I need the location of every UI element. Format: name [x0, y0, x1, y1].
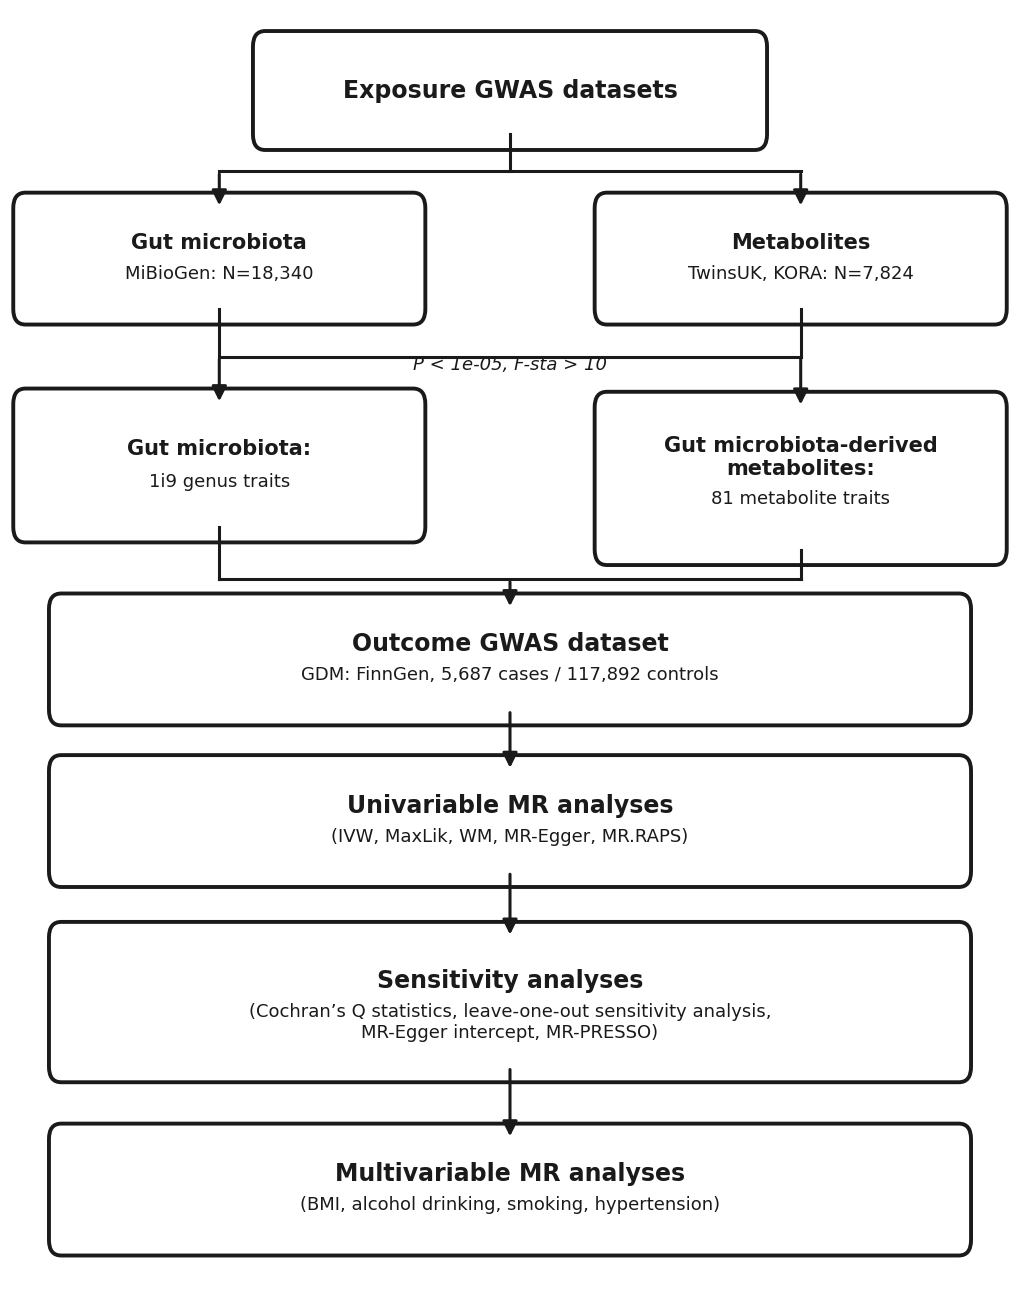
Text: Outcome GWAS dataset: Outcome GWAS dataset	[352, 632, 667, 656]
Text: (BMI, alcohol drinking, smoking, hypertension): (BMI, alcohol drinking, smoking, hyperte…	[300, 1196, 719, 1214]
Text: TwinsUK, KORA: N=7,824: TwinsUK, KORA: N=7,824	[687, 265, 913, 283]
FancyBboxPatch shape	[49, 1124, 970, 1256]
Text: Gut microbiota-derived
metabolites:: Gut microbiota-derived metabolites:	[663, 436, 936, 480]
FancyBboxPatch shape	[253, 31, 766, 150]
Text: Sensitivity analyses: Sensitivity analyses	[376, 970, 643, 993]
Text: (IVW, MaxLik, WM, MR-Egger, MR.RAPS): (IVW, MaxLik, WM, MR-Egger, MR.RAPS)	[331, 828, 688, 846]
Text: Gut microbiota:: Gut microbiota:	[127, 438, 311, 459]
FancyBboxPatch shape	[49, 593, 970, 725]
FancyBboxPatch shape	[49, 755, 970, 887]
Text: Gut microbiota: Gut microbiota	[131, 233, 307, 253]
FancyBboxPatch shape	[594, 193, 1006, 325]
Text: 1i9 genus traits: 1i9 genus traits	[149, 473, 289, 491]
Text: Univariable MR analyses: Univariable MR analyses	[346, 794, 673, 817]
FancyBboxPatch shape	[49, 922, 970, 1082]
Text: MiBioGen: N=18,340: MiBioGen: N=18,340	[125, 265, 313, 283]
FancyBboxPatch shape	[13, 388, 425, 543]
Text: Multivariable MR analyses: Multivariable MR analyses	[334, 1162, 685, 1186]
Text: GDM: FinnGen, 5,687 cases / 117,892 controls: GDM: FinnGen, 5,687 cases / 117,892 cont…	[301, 666, 718, 684]
Text: (Cochran’s Q statistics, leave-one-out sensitivity analysis,
MR-Egger intercept,: (Cochran’s Q statistics, leave-one-out s…	[249, 1003, 770, 1042]
Text: P < 1e-05, F-sta > 10: P < 1e-05, F-sta > 10	[413, 356, 606, 374]
Text: 81 metabolite traits: 81 metabolite traits	[710, 490, 890, 508]
Text: Exposure GWAS datasets: Exposure GWAS datasets	[342, 79, 677, 102]
FancyBboxPatch shape	[594, 392, 1006, 565]
Text: Metabolites: Metabolites	[731, 233, 869, 253]
FancyBboxPatch shape	[13, 193, 425, 325]
